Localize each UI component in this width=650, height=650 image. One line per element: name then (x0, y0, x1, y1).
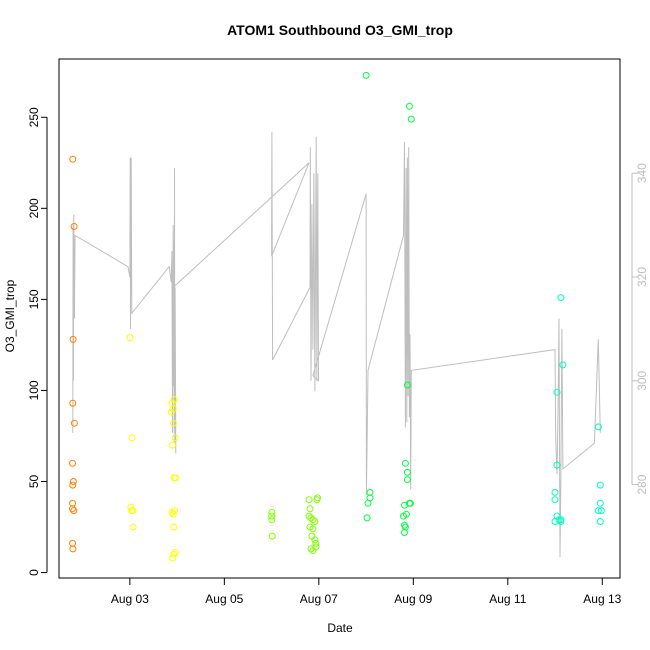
data-point (129, 523, 137, 531)
x-tick-label: Aug 09 (394, 592, 432, 606)
x-tick-label: Aug 13 (583, 592, 621, 606)
data-point (129, 507, 137, 515)
data-point (311, 536, 319, 544)
y-tick-label: 200 (27, 198, 41, 218)
data-point (268, 532, 276, 540)
data-point (309, 516, 317, 524)
data-point (403, 468, 411, 476)
data-point (126, 334, 134, 342)
y2-tick-label: 320 (635, 267, 649, 287)
data-point (128, 434, 136, 442)
x-tick-label: Aug 11 (489, 592, 526, 606)
data-point (309, 525, 317, 533)
data-point (70, 223, 78, 230)
data-point (401, 501, 408, 509)
data-point (169, 405, 177, 413)
data-point (70, 419, 78, 427)
x-tick-label: Aug 03 (111, 592, 149, 606)
data-point (172, 474, 179, 482)
y-tick-label: 250 (27, 107, 41, 127)
data-point (69, 481, 77, 489)
data-point (305, 512, 313, 520)
data-point (557, 294, 565, 302)
x-axis-label: Date (327, 621, 353, 635)
data-point (305, 496, 313, 504)
data-point (596, 518, 604, 525)
data-point (401, 529, 408, 536)
data-point (364, 499, 372, 507)
plot-frame (58, 58, 621, 579)
points-layer (69, 71, 605, 562)
data-point (169, 554, 176, 562)
secondary-line-layer (72, 131, 601, 558)
data-point (312, 543, 320, 551)
data-point (167, 408, 175, 416)
data-point (403, 381, 411, 389)
data-point (555, 516, 563, 524)
data-point (553, 461, 561, 469)
data-point (551, 496, 559, 504)
data-point (170, 419, 177, 427)
x-tick-label: Aug 05 (205, 592, 243, 606)
data-point (127, 503, 135, 511)
data-point (69, 545, 77, 553)
data-point (597, 507, 605, 515)
data-point (169, 441, 176, 449)
data-point (403, 476, 411, 484)
data-point (69, 478, 77, 485)
data-point (405, 102, 413, 110)
data-point (400, 512, 407, 520)
y2-tick-label: 280 (635, 474, 649, 494)
data-point (559, 361, 567, 369)
y-tick-label: 150 (27, 289, 41, 309)
x-tick-label: Aug 07 (300, 592, 338, 606)
y2-tick-label: 300 (635, 370, 649, 390)
data-point (69, 459, 76, 467)
data-point (363, 514, 371, 522)
data-point (314, 494, 321, 502)
data-point (268, 516, 276, 524)
data-point (171, 507, 178, 515)
axes-layer: 0 50 100 150 200 250 280 300 320 340 Aug 03 Aug 05 A… (27, 107, 649, 606)
data-point (69, 155, 77, 163)
data-point (311, 518, 319, 525)
y-tick-label: 0 (27, 569, 41, 576)
y2-tick-label: 340 (635, 163, 649, 183)
data-point (362, 71, 370, 79)
data-point (557, 516, 565, 524)
data-point (307, 514, 315, 522)
data-point (268, 508, 276, 516)
data-point (169, 510, 177, 518)
data-point (268, 512, 276, 520)
data-point (596, 481, 604, 489)
data-point (306, 505, 314, 513)
data-point (170, 550, 178, 558)
data-point (594, 507, 602, 515)
data-point (69, 505, 76, 513)
data-point (171, 434, 179, 442)
data-point (312, 539, 320, 547)
secondary-series-line (72, 131, 601, 558)
data-point (170, 523, 178, 531)
y-tick-label: 50 (27, 475, 41, 489)
y-tick-label: 100 (27, 380, 41, 400)
data-point (553, 388, 561, 396)
data-point (69, 335, 77, 343)
data-point (407, 115, 415, 123)
data-point (401, 459, 409, 467)
data-point (69, 399, 77, 407)
y-axis-label: O3_GMI_trop (3, 279, 17, 352)
data-point (70, 507, 78, 515)
data-point (596, 499, 604, 507)
data-point (171, 549, 179, 556)
data-point (170, 396, 178, 403)
chart-title: ATOM1 Southbound O3_GMI_trop (227, 22, 453, 38)
data-point (551, 488, 559, 496)
data-point (594, 423, 602, 431)
